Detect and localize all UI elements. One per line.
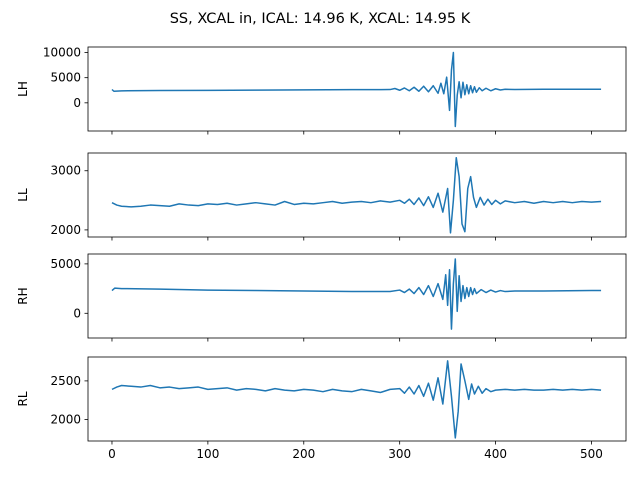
ytick-label-rh-0: 0: [73, 306, 81, 320]
ylabel-lh: LH: [16, 81, 30, 97]
ylabel-rl: RL: [16, 391, 30, 406]
series-line-lh: [111, 51, 602, 128]
ytick-label-rl-1: 2500: [50, 374, 81, 388]
xtick-label-rl-5: 500: [580, 447, 603, 461]
series-line-ll: [111, 156, 602, 234]
subplots: 0 5000 10000 LH 2000 3000 LL 0 5000 RH 2000 2500 0 10…: [16, 46, 627, 461]
subplot-rh: 0 5000 RH: [16, 253, 627, 342]
ylabel-ll: LL: [16, 188, 30, 202]
subplot-lh: 0 5000 10000 LH: [16, 46, 627, 135]
axes-frame-rl: [87, 356, 627, 442]
ytick-label-rl-0: 2000: [50, 412, 81, 426]
xtick-label-rl-0: 0: [108, 447, 116, 461]
subplot-ll: 2000 3000 LL: [16, 152, 627, 241]
series-line-rh: [111, 258, 602, 330]
ytick-label-ll-1: 3000: [50, 164, 81, 178]
axes-frame-ll: [87, 152, 627, 238]
ylabel-rh: RH: [16, 287, 30, 304]
xtick-label-rl-2: 200: [292, 447, 315, 461]
ytick-label-lh-1: 5000: [50, 71, 81, 85]
axes-frame-rh: [87, 253, 627, 339]
xtick-label-rl-1: 100: [196, 447, 219, 461]
ytick-label-lh-0: 0: [73, 96, 81, 110]
ytick-label-lh-2: 10000: [43, 46, 81, 60]
ytick-label-rh-1: 5000: [50, 257, 81, 271]
xtick-label-rl-3: 300: [388, 447, 411, 461]
figure-title: SS, XCAL in, ICAL: 14.96 K, XCAL: 14.95 …: [170, 11, 471, 27]
axes-frame-lh: [87, 46, 627, 132]
ytick-label-ll-0: 2000: [50, 223, 81, 237]
subplot-rl: 2000 2500 0 100 200 300 400 500 RL: [16, 356, 627, 461]
series-line-rl: [111, 360, 602, 439]
xtick-label-rl-4: 400: [484, 447, 507, 461]
